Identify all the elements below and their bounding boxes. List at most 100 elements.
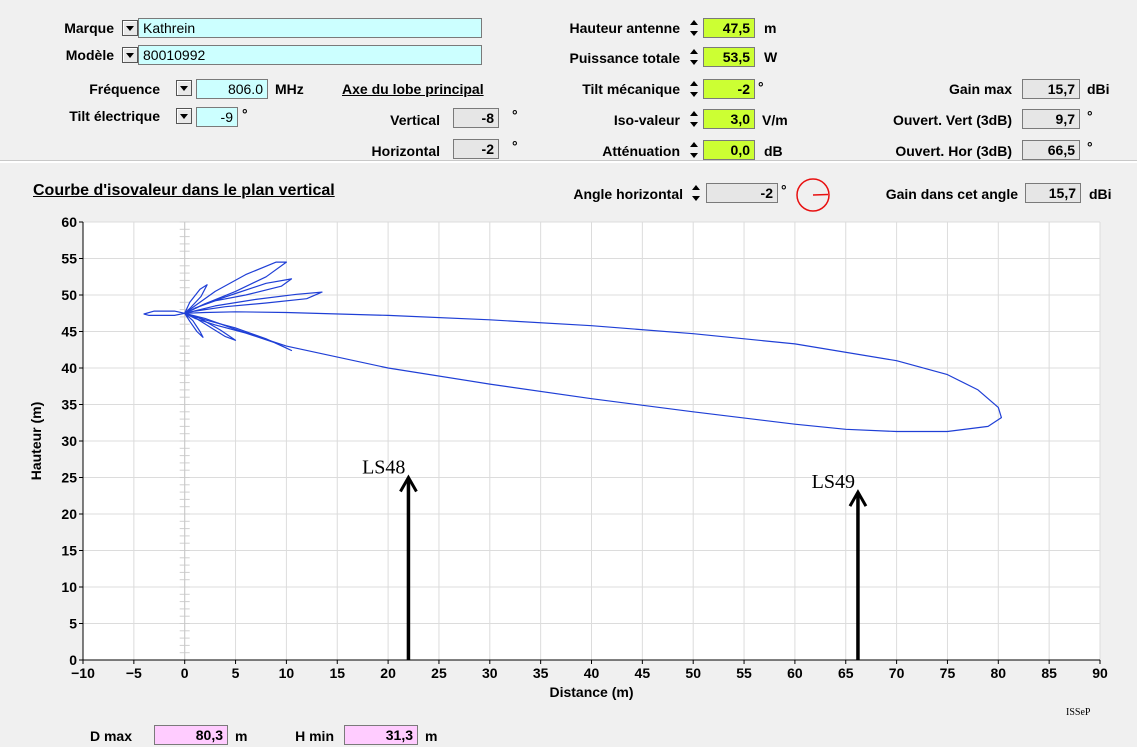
tilt-electrique-dropdown-button[interactable] <box>176 108 192 124</box>
x-tick-label: 5 <box>232 665 240 681</box>
iso-valeur-field[interactable]: 3,0 <box>703 109 755 129</box>
iso-valeur-spinner[interactable] <box>689 109 699 129</box>
tilt-electrique-field[interactable]: -9 <box>196 107 238 127</box>
chart-annotations: LS48 LS49 <box>362 457 868 660</box>
isovalue-curve <box>184 278 293 314</box>
y-tick-label: 5 <box>69 616 77 632</box>
hmin-unit: m <box>425 728 438 744</box>
x-tick-label: 50 <box>685 665 701 681</box>
annotation-arrowhead <box>399 474 418 493</box>
x-tick-label: 60 <box>787 665 803 681</box>
puissance-totale-field[interactable]: 53,5 <box>703 47 755 67</box>
y-tick-label: 25 <box>61 470 77 486</box>
tilt-electrique-unit: ° <box>242 106 248 122</box>
y-tick-label: 20 <box>61 506 77 522</box>
x-axis-label: Distance (m) <box>549 684 633 700</box>
vertical-field: -8 <box>453 108 499 128</box>
marque-dropdown-button[interactable] <box>122 20 138 36</box>
hmin-label: H min <box>295 728 334 744</box>
modele-label: Modèle <box>65 47 114 63</box>
hauteur-antenne-label: Hauteur antenne <box>569 20 680 36</box>
frequence-label: Fréquence <box>89 81 160 97</box>
isovalue-curve <box>184 261 287 314</box>
attenuation-spinner[interactable] <box>689 140 699 160</box>
x-tick-label: 75 <box>940 665 956 681</box>
attenuation-label: Atténuation <box>602 143 680 159</box>
frequence-dropdown-button[interactable] <box>176 80 192 96</box>
y-tick-label: 35 <box>61 397 77 413</box>
marque-label: Marque <box>64 20 114 36</box>
graph-title: Courbe d'isovaleur dans le plan vertical <box>33 182 335 199</box>
gain-max-label: Gain max <box>948 81 1012 97</box>
iso-valeur-unit: V/m <box>762 112 788 128</box>
vertical-unit: ° <box>512 107 518 123</box>
isovalue-curve <box>143 310 185 317</box>
dmax-field: 80,3 <box>154 725 228 745</box>
hauteur-antenne-unit: m <box>764 20 777 36</box>
ouvert-vert-field: 9,7 <box>1022 109 1080 129</box>
tilt-mecanique-spinner[interactable] <box>689 79 699 99</box>
frequence-field[interactable]: 806.0 <box>196 79 268 99</box>
angle-horizontal-spinner[interactable] <box>691 183 701 203</box>
modele-field[interactable]: 80010992 <box>138 45 482 65</box>
gain-angle-field: 15,7 <box>1025 183 1081 203</box>
chart-curves <box>143 261 1003 433</box>
isovalue-curve <box>184 291 323 314</box>
section-divider <box>0 160 1137 163</box>
isovalue-curve <box>184 312 204 338</box>
x-tick-label: −5 <box>126 665 142 681</box>
y-tick-label: 10 <box>61 579 77 595</box>
annotation-label: LS49 <box>812 471 855 493</box>
tilt-mecanique-field[interactable]: -2 <box>703 79 755 99</box>
chart-ticks: −10 −5 0 5 10 15 20 25 30 35 40 45 50 55 60 65 70 75 80 85 9… <box>61 214 1108 681</box>
attenuation-unit: dB <box>764 143 783 159</box>
modele-dropdown-button[interactable] <box>122 47 138 63</box>
y-tick-label: 55 <box>61 251 77 267</box>
vertical-label: Vertical <box>390 112 440 128</box>
x-tick-label: 15 <box>329 665 345 681</box>
x-tick-label: 35 <box>533 665 549 681</box>
x-tick-label: 20 <box>380 665 396 681</box>
ouvert-hor-unit: ° <box>1087 139 1093 155</box>
hauteur-antenne-field[interactable]: 47,5 <box>703 18 755 38</box>
horizontal-label: Horizontal <box>371 143 440 159</box>
ouvert-hor-label: Ouvert. Hor (3dB) <box>895 143 1012 159</box>
angle-direction-icon <box>796 178 830 212</box>
y-axis-label: Hauteur (m) <box>28 402 44 481</box>
attenuation-field[interactable]: 0,0 <box>703 140 755 160</box>
gain-angle-unit: dBi <box>1089 186 1112 202</box>
hauteur-antenne-spinner[interactable] <box>689 18 699 38</box>
isovalue-curve <box>184 312 237 341</box>
dmax-label: D max <box>89 728 132 744</box>
gain-angle-label: Gain dans cet angle <box>885 186 1018 202</box>
x-tick-label: 85 <box>1041 665 1057 681</box>
gain-max-unit: dBi <box>1087 81 1110 97</box>
x-tick-label: 55 <box>736 665 752 681</box>
y-tick-label: 45 <box>61 324 77 340</box>
ouvert-vert-label: Ouvert. Vert (3dB) <box>892 112 1012 128</box>
x-tick-label: 65 <box>838 665 854 681</box>
x-tick-label: 40 <box>584 665 600 681</box>
chart-grid <box>82 221 1101 661</box>
isovalue-chart: −10 −5 0 5 10 15 20 25 30 35 40 45 50 55 60 65 70 75 80 85 9… <box>28 214 1108 700</box>
isovalue-curve <box>184 311 1003 433</box>
puissance-totale-spinner[interactable] <box>689 47 699 67</box>
x-tick-label: 70 <box>889 665 905 681</box>
angle-horizontal-unit: ° <box>781 182 787 198</box>
horizontal-unit: ° <box>512 138 518 154</box>
axe-lobe-title: Axe du lobe principal <box>342 81 484 97</box>
x-tick-label: 80 <box>991 665 1007 681</box>
x-tick-label: 25 <box>431 665 447 681</box>
y-tick-label: 50 <box>61 287 77 303</box>
dmax-unit: m <box>235 728 248 744</box>
tilt-mecanique-unit: ° <box>758 79 764 95</box>
marque-field[interactable]: Kathrein <box>138 18 482 38</box>
x-tick-label: 30 <box>482 665 498 681</box>
angle-horizontal-field[interactable]: -2 <box>706 183 778 203</box>
x-tick-label: 45 <box>635 665 651 681</box>
annotation-label: LS48 <box>362 457 405 479</box>
tilt-electrique-label: Tilt électrique <box>69 108 160 124</box>
gain-max-field: 15,7 <box>1022 79 1080 99</box>
x-tick-label: −10 <box>71 665 95 681</box>
horizontal-field: -2 <box>453 139 499 159</box>
